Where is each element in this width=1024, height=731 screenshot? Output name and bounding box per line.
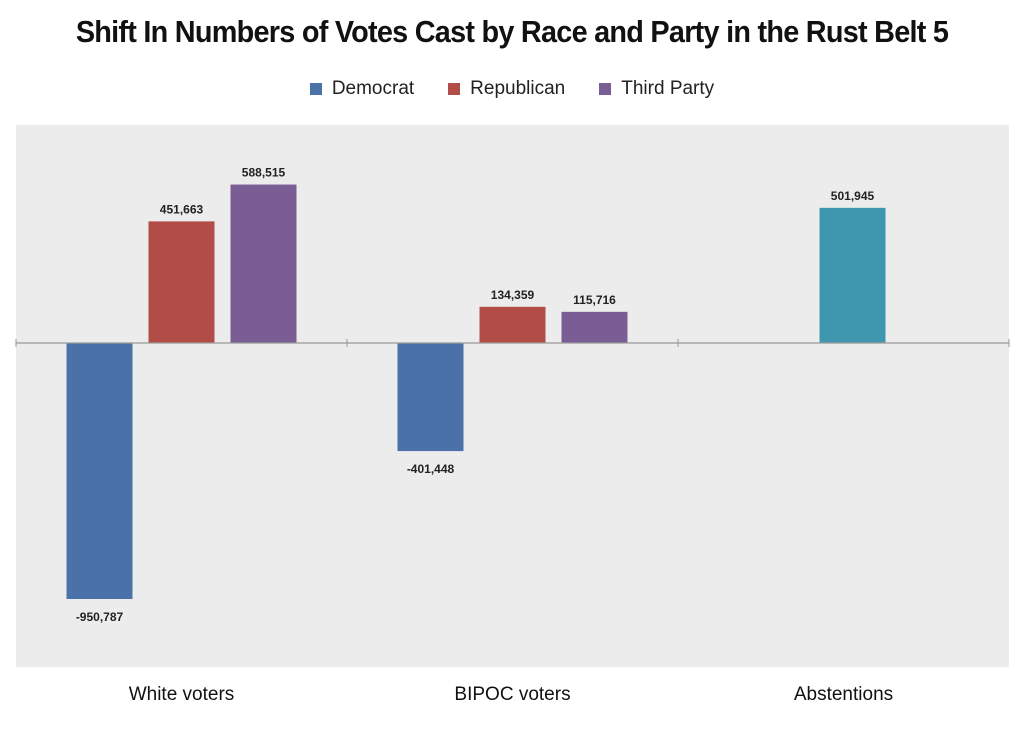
white-voters-democrat-bar [66,343,133,599]
abstentions-value-label: 501,945 [831,189,875,203]
bars-group: -950,787 451,663 588,515 -401,448 134,359 115… [66,166,886,624]
bipoc-voters-third-party-value-label: 115,716 [573,293,616,307]
category-label-abstentions: Abstentions [794,684,893,705]
white-voters-republican-bar [148,221,215,343]
chart-title: Shift In Numbers of Votes Cast by Race a… [75,14,949,49]
legend-item-third-party: Third Party [599,78,714,100]
white-voters-republican-value-label: 451,663 [160,202,204,216]
bipoc-voters-third-party-bar [561,311,628,343]
legend-swatch-democrat [309,83,322,95]
legend-label-third-party: Third Party [621,78,715,99]
legend: Democrat Republican Third Party [0,78,1024,100]
category-label-bipoc-voters: BIPOC voters [454,684,570,705]
category-label-white-voters: White voters [129,684,235,705]
legend-item-democrat: Democrat [309,78,415,100]
white-voters-third-party-value-label: 588,515 [242,166,286,180]
legend-swatch-republican [448,83,461,95]
legend-label-republican: Republican [470,78,566,99]
abstentions-bar [819,207,886,343]
bipoc-voters-republican-value-label: 134,359 [491,288,535,302]
white-voters-third-party-bar [230,184,297,343]
axis-ticks [15,339,1010,347]
bipoc-voters-republican-bar [479,306,546,343]
bipoc-voters-democrat-bar [397,343,464,452]
bipoc-voters-democrat-value-label: -401,448 [407,462,455,476]
legend-label-democrat: Democrat [331,78,415,99]
white-voters-democrat-value-label: -950,787 [76,610,124,624]
category-labels: White voters BIPOC voters Abstentions [129,684,893,705]
legend-item-republican: Republican [448,78,565,100]
legend-swatch-third-party [599,83,612,95]
